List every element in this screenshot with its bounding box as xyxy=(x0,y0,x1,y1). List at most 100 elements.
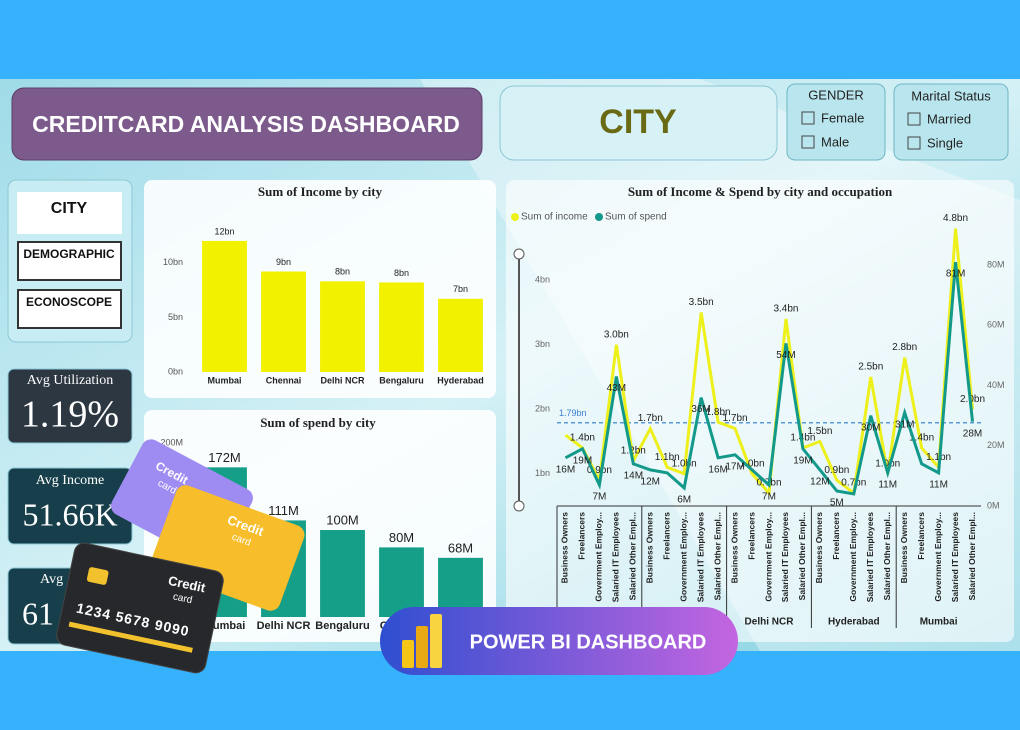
series-line xyxy=(564,261,975,496)
chart-title: Sum of Income by city xyxy=(258,184,383,199)
x-tick-label: Government Employ... xyxy=(678,512,688,602)
kpi-value: 1.19% xyxy=(21,394,119,436)
y2-tick-label: 80M xyxy=(987,259,1005,269)
data-label: 172M xyxy=(208,450,241,465)
checkbox[interactable] xyxy=(907,112,921,126)
x-tick-label: Salaried Other Empl... xyxy=(967,512,977,600)
y2-tick-label: 0M xyxy=(987,500,1000,510)
slider-handle[interactable] xyxy=(513,500,525,512)
bar xyxy=(320,281,365,372)
y2-tick-label: 60M xyxy=(987,320,1005,330)
banner-text: POWER BI DASHBOARD xyxy=(470,631,707,653)
card-word: card xyxy=(172,591,193,606)
nav-button[interactable] xyxy=(17,289,122,329)
x-tick-label: Government Employ... xyxy=(763,512,773,602)
data-label: 17M xyxy=(725,461,744,472)
data-label: 1.0bn xyxy=(740,458,765,469)
legend-label: Sum of spend xyxy=(605,212,667,223)
data-label: 111M xyxy=(268,503,299,518)
checkbox[interactable] xyxy=(801,135,815,149)
kpi-label: Avg Utilization xyxy=(27,373,113,388)
x-tick-label: Salaried Other Empl... xyxy=(797,512,807,600)
data-label: 16M xyxy=(708,464,727,475)
data-label: 68M xyxy=(448,540,473,555)
nav-button[interactable] xyxy=(17,192,122,234)
slicer-option[interactable]: Male xyxy=(821,134,849,149)
data-label: 2.0bn xyxy=(960,394,985,405)
x-tick-label: Delhi NCR xyxy=(257,620,311,632)
card-chip xyxy=(86,567,109,585)
data-label: 43M xyxy=(607,383,626,394)
card-stripe xyxy=(68,621,193,653)
x-tick-label: Delhi NCR xyxy=(320,375,365,385)
data-label: 28M xyxy=(963,428,982,439)
legend-marker xyxy=(511,213,519,221)
data-label: 3.0bn xyxy=(604,329,629,340)
reference-label: 1.79bn xyxy=(559,408,587,418)
nav-button[interactable] xyxy=(17,241,122,281)
x-tick-label: Salaried IT Employees xyxy=(950,512,960,603)
x-tick-label: Salaried IT Employees xyxy=(695,512,705,603)
page-box xyxy=(499,85,778,161)
y2-tick-label: 20M xyxy=(987,440,1005,450)
x-tick-label: Government Employ... xyxy=(848,512,858,602)
slicer-option[interactable]: Female xyxy=(821,110,864,125)
x-tick-label: Business Owners xyxy=(729,512,739,584)
x-tick-label: Hyderabad xyxy=(437,375,484,385)
x-tick-label: Freelancers xyxy=(577,512,587,560)
x-tick-label: Salaried Other Empl... xyxy=(628,512,638,600)
x-tick-label: Salaried IT Employees xyxy=(865,512,875,603)
y-tick-label: 200M xyxy=(160,437,183,447)
data-label: 0.9bn xyxy=(824,465,849,476)
data-label: 1.4bn xyxy=(909,433,934,444)
logo-bar xyxy=(416,626,428,668)
data-label: 1.0bn xyxy=(672,458,697,469)
data-label: 19M xyxy=(573,455,592,466)
y-tick-label: 3bn xyxy=(535,339,550,349)
nav-label[interactable]: ECONOSCOPE xyxy=(26,295,112,309)
chart-title: Sum of Income & Spend by city and occupa… xyxy=(628,184,893,199)
data-label: 80M xyxy=(389,530,414,545)
slicer-title: Marital Status xyxy=(911,88,991,103)
data-label: 8bn xyxy=(335,267,350,277)
slicer-title: GENDER xyxy=(808,87,864,102)
credit-card: Credit card 1234 5678 9090 xyxy=(56,542,224,674)
data-label: 11M xyxy=(929,480,948,491)
x-tick-label: Government Employ... xyxy=(594,512,604,602)
x-tick-label: Salaried Other Empl... xyxy=(712,512,722,600)
data-label: 9bn xyxy=(276,257,291,267)
y-tick-label: 5bn xyxy=(168,312,183,322)
data-label: 12M xyxy=(810,477,829,488)
data-label: 12bn xyxy=(214,226,234,236)
slider-handle[interactable] xyxy=(513,248,525,260)
data-label: 1.5bn xyxy=(807,426,832,437)
y-tick-label: 0bn xyxy=(168,366,183,376)
slicer xyxy=(893,83,1009,161)
data-label: 36M xyxy=(691,404,710,415)
data-label: 4.8bn xyxy=(943,213,968,224)
dashboard-title: CREDITCARD ANALYSIS DASHBOARD xyxy=(32,111,460,137)
y-tick-label: 10bn xyxy=(163,257,183,267)
slicer-option[interactable]: Single xyxy=(927,135,963,150)
x-tick-label: Chennai xyxy=(266,375,302,385)
checkbox[interactable] xyxy=(801,111,815,125)
data-label: 54M xyxy=(776,350,795,361)
slicer-option[interactable]: Married xyxy=(927,111,971,126)
x-tick-label: Freelancers xyxy=(831,512,841,560)
data-label: 100M xyxy=(326,512,359,527)
nav-label[interactable]: DEMOGRAPHIC xyxy=(23,247,115,261)
checkbox[interactable] xyxy=(907,136,921,150)
group-label: Delhi NCR xyxy=(745,617,795,628)
data-label: 0.9bn xyxy=(587,465,612,476)
data-label: 3.4bn xyxy=(773,304,798,315)
x-tick-label: Bengaluru xyxy=(379,375,424,385)
x-tick-label: Freelancers xyxy=(916,512,926,560)
bar xyxy=(320,530,365,617)
x-tick-label: Government Employ... xyxy=(933,512,943,602)
nav-label[interactable]: CITY xyxy=(51,200,88,217)
chart-panel xyxy=(506,180,1014,642)
kpi-value: 51.66K xyxy=(22,496,117,532)
y-tick-label: 4bn xyxy=(535,275,550,285)
